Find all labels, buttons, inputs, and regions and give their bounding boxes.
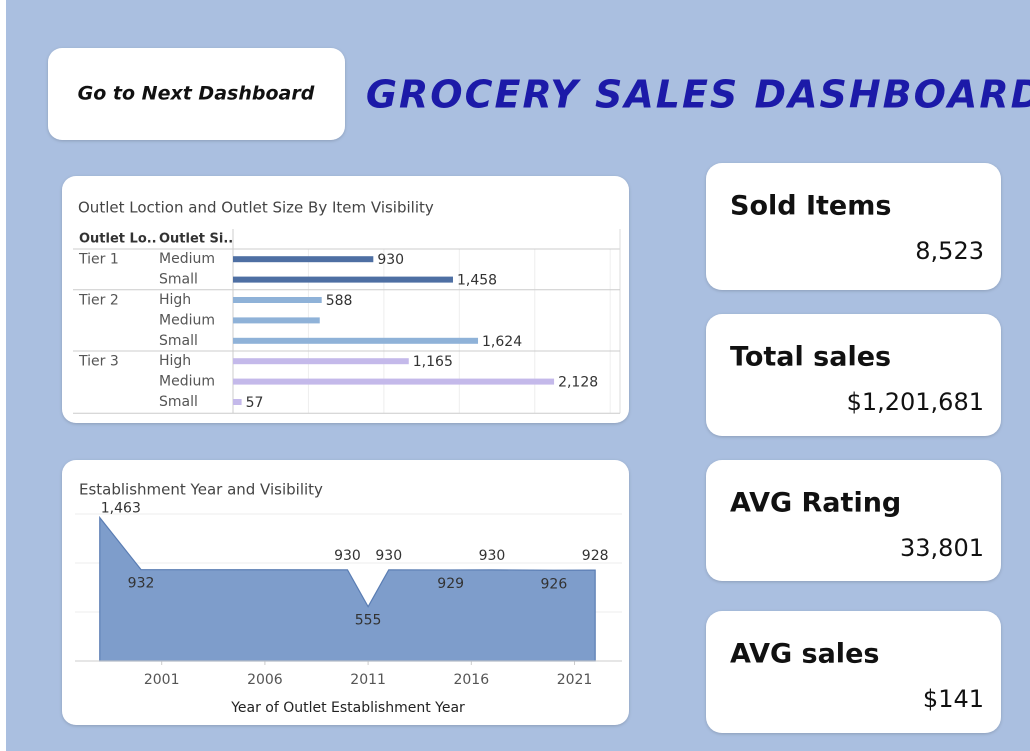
bar — [233, 337, 479, 344]
bar — [233, 297, 322, 303]
value-label: 1,165 — [413, 354, 453, 370]
row-label: High — [159, 353, 191, 369]
group-label: Tier 3 — [78, 354, 119, 370]
charts: Outlet Loction and Outlet Size By Item V… — [73, 199, 622, 716]
column-header: Outlet Si.. — [159, 232, 233, 247]
x-tick-label: 2001 — [144, 672, 180, 688]
value-label: 930 — [334, 548, 361, 564]
row-label: Medium — [159, 312, 215, 328]
kpi-label: Sold Items — [730, 191, 891, 222]
next-button[interactable]: Go to Next Dashboard — [48, 48, 345, 140]
kpi-card — [706, 163, 1001, 290]
kpi-panel: Sold Items 8,523 Total sales $1,201,681 AVG … — [706, 163, 1001, 733]
value-label: 932 — [128, 576, 155, 592]
value-label: 1,458 — [457, 273, 497, 289]
bar — [233, 399, 242, 405]
bar — [233, 317, 320, 324]
kpi-value: $1,201,681 — [847, 388, 984, 416]
value-label: 930 — [375, 548, 402, 564]
kpi-label: AVG Rating — [730, 488, 901, 519]
bar-card — [62, 176, 629, 423]
group-label: Tier 2 — [78, 292, 119, 308]
bar — [233, 276, 453, 283]
row-label: Medium — [159, 374, 215, 390]
kpi-value: 8,523 — [915, 237, 984, 265]
bar — [233, 256, 374, 263]
kpi-card — [706, 314, 1001, 436]
value-label: 2,128 — [558, 375, 598, 391]
value-label: 930 — [377, 252, 404, 268]
button-label[interactable]: Go to Next Dashboard — [78, 83, 315, 105]
area — [99, 515, 596, 662]
x-tick-label: 2016 — [453, 672, 489, 688]
kpi-value: 33,801 — [900, 534, 984, 562]
value-label: 1,624 — [482, 334, 522, 350]
group-label: Tier 1 — [78, 252, 119, 268]
x-tick-label: 2011 — [350, 672, 386, 688]
kpi-card — [706, 611, 1001, 733]
chart-title: Outlet Loction and Outlet Size By Item V… — [78, 199, 434, 217]
x-tick-label: 2021 — [557, 672, 593, 688]
value-label: 555 — [355, 613, 382, 629]
dashboard-title: GROCERY SALES DASHBOARD — [366, 73, 1030, 117]
bar — [233, 378, 555, 385]
value-label: 588 — [326, 293, 353, 309]
value-label: 1,463 — [101, 501, 141, 517]
row-label: High — [159, 292, 191, 308]
button-box[interactable] — [48, 48, 345, 140]
row-label: Small — [159, 333, 198, 349]
chart-title: Establishment Year and Visibility — [79, 481, 323, 499]
kpi-card — [706, 460, 1001, 581]
value-label: 57 — [246, 395, 264, 411]
value-label: 926 — [541, 576, 568, 592]
value-label: 928 — [582, 548, 609, 564]
x-tick-label: 2006 — [247, 672, 283, 688]
kpi-label: AVG sales — [730, 639, 879, 670]
kpi-value: $141 — [923, 685, 984, 713]
bar — [233, 358, 409, 365]
column-header: Outlet Lo.. — [79, 232, 157, 247]
value-label: 930 — [479, 548, 506, 564]
row-label: Small — [159, 394, 198, 410]
row-label: Medium — [159, 251, 215, 267]
row-label: Small — [159, 272, 198, 288]
left-strip — [0, 0, 6, 751]
value-label: 929 — [437, 576, 464, 592]
x-axis-title: Year of Outlet Establishment Year — [230, 700, 465, 716]
kpi-label: Total sales — [730, 342, 891, 373]
